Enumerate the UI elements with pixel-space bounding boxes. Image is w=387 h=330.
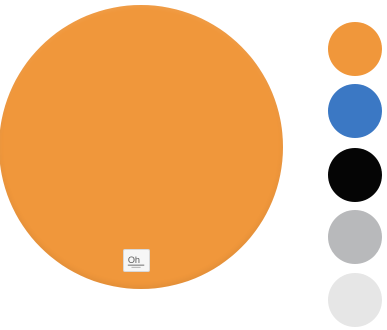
product-preview-disc	[0, 5, 283, 289]
oh-logo-icon: Oh	[123, 249, 150, 272]
swatch-orange[interactable]	[328, 22, 382, 76]
swatch-gray[interactable]	[328, 210, 382, 264]
color-swatch-list	[328, 0, 387, 330]
swatch-light-gray[interactable]	[328, 273, 382, 327]
oh-logo-graphic: Oh	[127, 255, 145, 268]
swatch-blue[interactable]	[328, 84, 382, 138]
swatch-black[interactable]	[328, 148, 382, 202]
svg-text:Oh: Oh	[128, 255, 140, 265]
